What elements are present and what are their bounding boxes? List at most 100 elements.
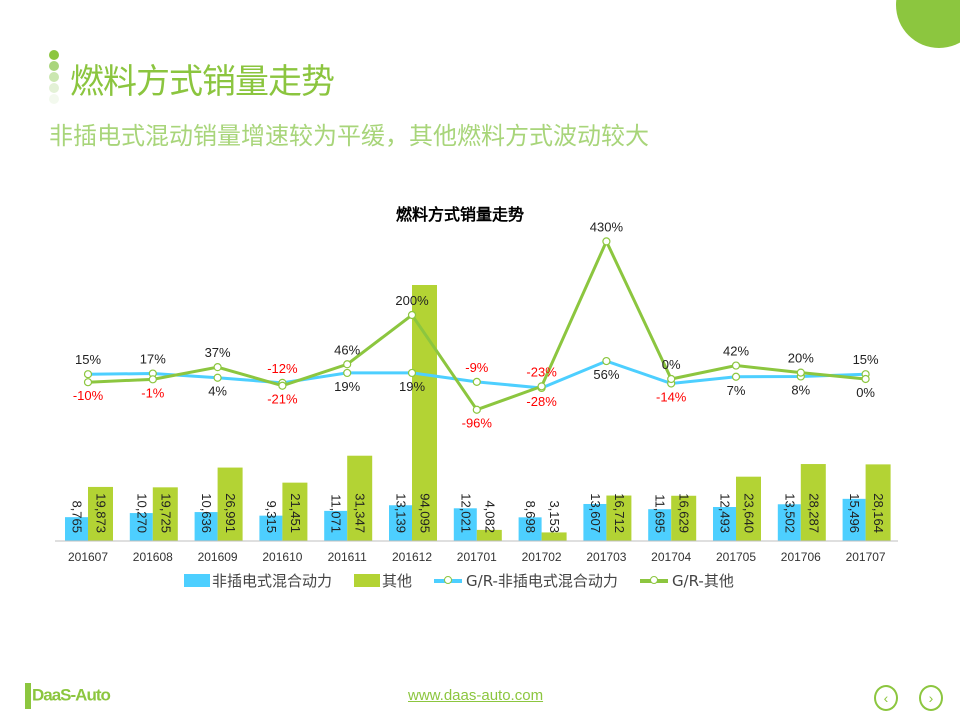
line-point-marker (602, 237, 611, 246)
line-value-label: -96% (462, 416, 493, 431)
line-value-label: 0% (856, 385, 875, 400)
chart-title: 燃料方式销量走势 (396, 205, 524, 224)
line-value-label: 8% (791, 382, 810, 397)
legend-label: G/R-其他 (671, 572, 734, 590)
bar-hybrid (518, 517, 542, 541)
website-link[interactable]: www.daas-auto.com (408, 687, 544, 704)
bar-value-label: 12,493 (718, 493, 733, 533)
line-value-label: 20% (788, 351, 814, 366)
bar-other (347, 455, 373, 541)
bar-value-label: 10,270 (134, 493, 149, 533)
bar-other (606, 495, 632, 541)
line-point-marker (407, 310, 417, 320)
bar-other (541, 532, 567, 541)
prev-page-button[interactable]: ‹ (874, 685, 898, 711)
legend-item-hybrid: 非插电式混合动力 (184, 570, 332, 591)
legend-item-gr-hybrid: G/R-非插电式混合动力 (434, 570, 618, 591)
line-point-marker (407, 368, 417, 378)
line-value-label: 42% (723, 344, 749, 359)
bar-value-label: 15,496 (847, 493, 862, 533)
x-tick-label: 201705 (716, 550, 756, 564)
x-tick-label: 201706 (781, 550, 821, 564)
line-point-marker (861, 374, 870, 384)
line-point-marker (148, 375, 157, 384)
bar-hybrid (65, 517, 88, 541)
line-point-marker (472, 377, 481, 386)
bar-hybrid (129, 513, 153, 541)
line-point-marker (667, 374, 676, 384)
bar-hybrid (259, 515, 283, 541)
legend-swatch (184, 574, 210, 587)
bar-value-label: 19,725 (158, 493, 173, 533)
legend-item-other: 其他 (354, 570, 412, 591)
next-page-button[interactable]: › (919, 685, 943, 711)
x-tick-label: 201609 (198, 550, 238, 564)
line-point-marker (83, 378, 93, 387)
x-tick-label: 201701 (457, 550, 497, 564)
bar-hybrid (842, 498, 866, 541)
bar-other (88, 486, 113, 541)
bar-hybrid (389, 505, 412, 541)
bar-hybrid (713, 507, 736, 541)
line-point-marker (343, 360, 352, 369)
line-point-marker (83, 370, 93, 379)
line-point-marker (343, 368, 352, 378)
line-value-label: 0% (662, 357, 681, 372)
line-value-label: 7% (727, 383, 746, 398)
bar-value-label: 19,873 (94, 493, 109, 533)
bar-hybrid (453, 508, 477, 541)
bar-value-label: 94,095 (418, 493, 433, 533)
page-subtitle: 非插电式混动销量增速较为平缓，其他燃料方式波动较大 (49, 122, 649, 150)
bar-value-label: 16,629 (677, 493, 692, 533)
line-value-label: 19% (334, 379, 360, 394)
line-value-label: 56% (593, 367, 619, 382)
x-tick-label: 201703 (586, 550, 626, 564)
line-point-marker (472, 405, 481, 414)
line-value-label: -23% (526, 364, 557, 379)
chart-legend: 非插电式混合动力 其他 G/R-非插电式混合动力 G/R-其他 (184, 570, 756, 591)
bar-value-label: 23,640 (742, 493, 757, 533)
line-point-marker (731, 361, 741, 370)
bar-value-label: 16,712 (612, 493, 627, 533)
bar-value-label: 4,082 (482, 500, 497, 533)
line-point-marker (537, 382, 546, 391)
line-value-label: -10% (73, 388, 104, 403)
bar-other (800, 464, 826, 541)
bar-hybrid (194, 512, 218, 541)
line-value-label: -21% (267, 392, 298, 407)
line-value-label: 15% (853, 352, 879, 367)
bar-value-label: 26,991 (223, 493, 238, 533)
line-value-label: -1% (141, 385, 165, 400)
bar-other (671, 495, 697, 541)
bar-hybrid (583, 503, 607, 541)
x-tick-label: 201707 (846, 550, 886, 564)
legend-swatch (354, 574, 381, 587)
legend-label: 其他 (382, 572, 413, 590)
bar-value-label: 11,071 (329, 494, 344, 533)
x-tick-label: 201612 (392, 550, 432, 564)
x-tick-label: 201704 (651, 550, 691, 564)
line-value-label: -9% (465, 360, 489, 375)
bar-other (217, 467, 243, 541)
bar-other (282, 482, 308, 541)
bar-value-label: 3,153 (547, 500, 562, 533)
page-title: 燃料方式销量走势 (70, 62, 335, 102)
bar-value-label: 21,451 (288, 493, 303, 533)
bar-value-label: 31,347 (353, 493, 368, 533)
x-tick-label: 201611 (328, 550, 367, 564)
line-value-label: -12% (267, 361, 298, 376)
line-value-label: 46% (334, 342, 360, 357)
line-value-label: 200% (395, 293, 429, 308)
bar-other (412, 285, 437, 541)
bar-value-label: 13,607 (588, 493, 603, 533)
legend-label: G/R-非插电式混合动力 (466, 572, 618, 590)
line-point-marker (731, 372, 741, 381)
bar-other (736, 476, 761, 541)
bar-value-label: 9,315 (264, 500, 279, 533)
bar-value-label: 12,021 (458, 493, 473, 533)
line-point-marker (602, 356, 611, 366)
legend-line-marker-icon (434, 575, 463, 584)
bar-value-label: 28,287 (806, 493, 821, 533)
legend-label: 非插电式混合动力 (212, 572, 333, 590)
